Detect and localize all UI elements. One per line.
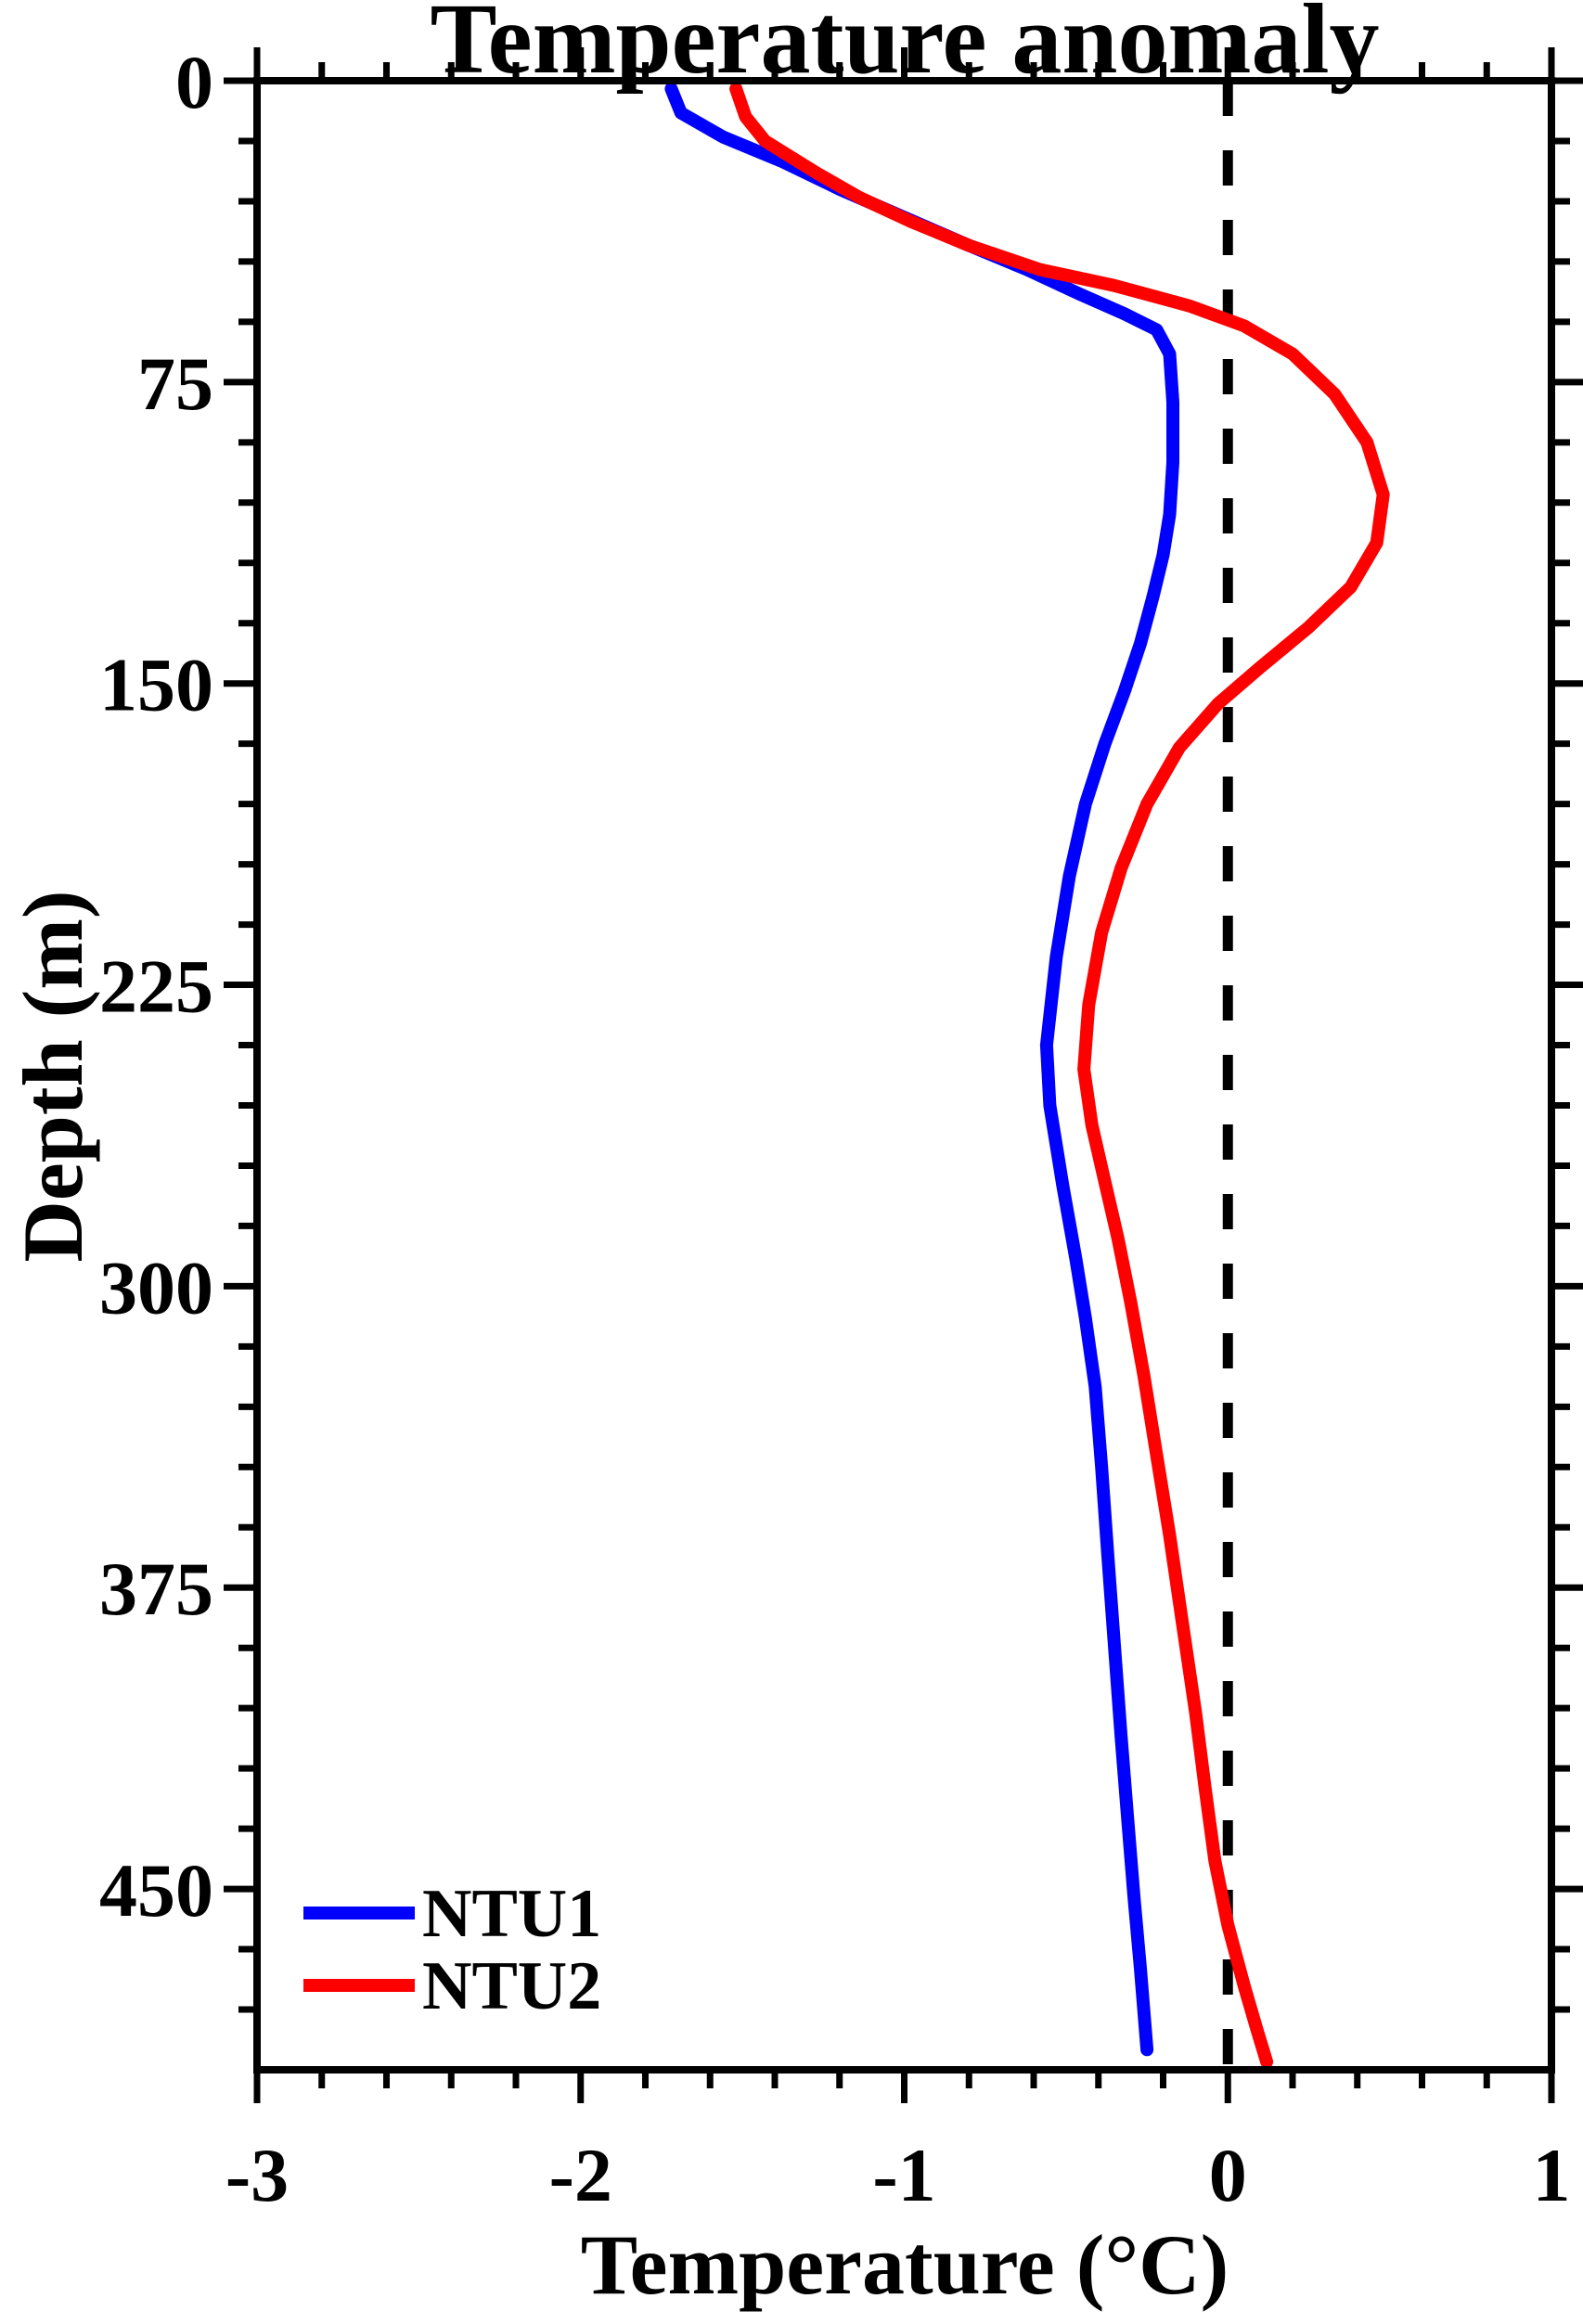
y-tick-label: 375 <box>99 1547 213 1631</box>
x-tick-label: 1 <box>1533 2133 1571 2217</box>
y-tick-label: 75 <box>137 341 213 426</box>
y-tick-label: 150 <box>99 643 213 727</box>
series-layer <box>664 82 1390 2069</box>
x-tick-label: -3 <box>225 2133 289 2217</box>
x-tick-label: 0 <box>1209 2133 1247 2217</box>
legend-label-ntu2: NTU2 <box>422 1948 601 2024</box>
plot-frame <box>253 77 1555 2074</box>
series-line-ntu1 <box>664 82 1179 2057</box>
y-tick-label: 300 <box>99 1245 213 1329</box>
legend: NTU1 NTU2 <box>303 1876 601 2024</box>
y-tick-label: 225 <box>99 944 213 1029</box>
series-line-ntu2 <box>729 82 1390 2069</box>
x-axis-label: Temperature (°C) <box>581 2217 1229 2312</box>
axes-layer <box>253 77 1555 2074</box>
y-axis-label: Depth (m) <box>6 890 100 1262</box>
ticks-layer <box>224 47 1583 2103</box>
y-tick-label: 450 <box>99 1848 213 1932</box>
tick-label-layer: -3 -2 -1 0 1 0 75 150 225 300 375 450 <box>99 40 1571 2217</box>
x-tick-label: -2 <box>549 2133 612 2217</box>
x-tick-label: -1 <box>872 2133 935 2217</box>
y-tick-label: 0 <box>175 40 213 124</box>
legend-item-ntu2: NTU2 <box>303 1948 601 2024</box>
legend-label-ntu1: NTU1 <box>422 1876 601 1952</box>
legend-item-ntu1: NTU1 <box>303 1876 601 1952</box>
